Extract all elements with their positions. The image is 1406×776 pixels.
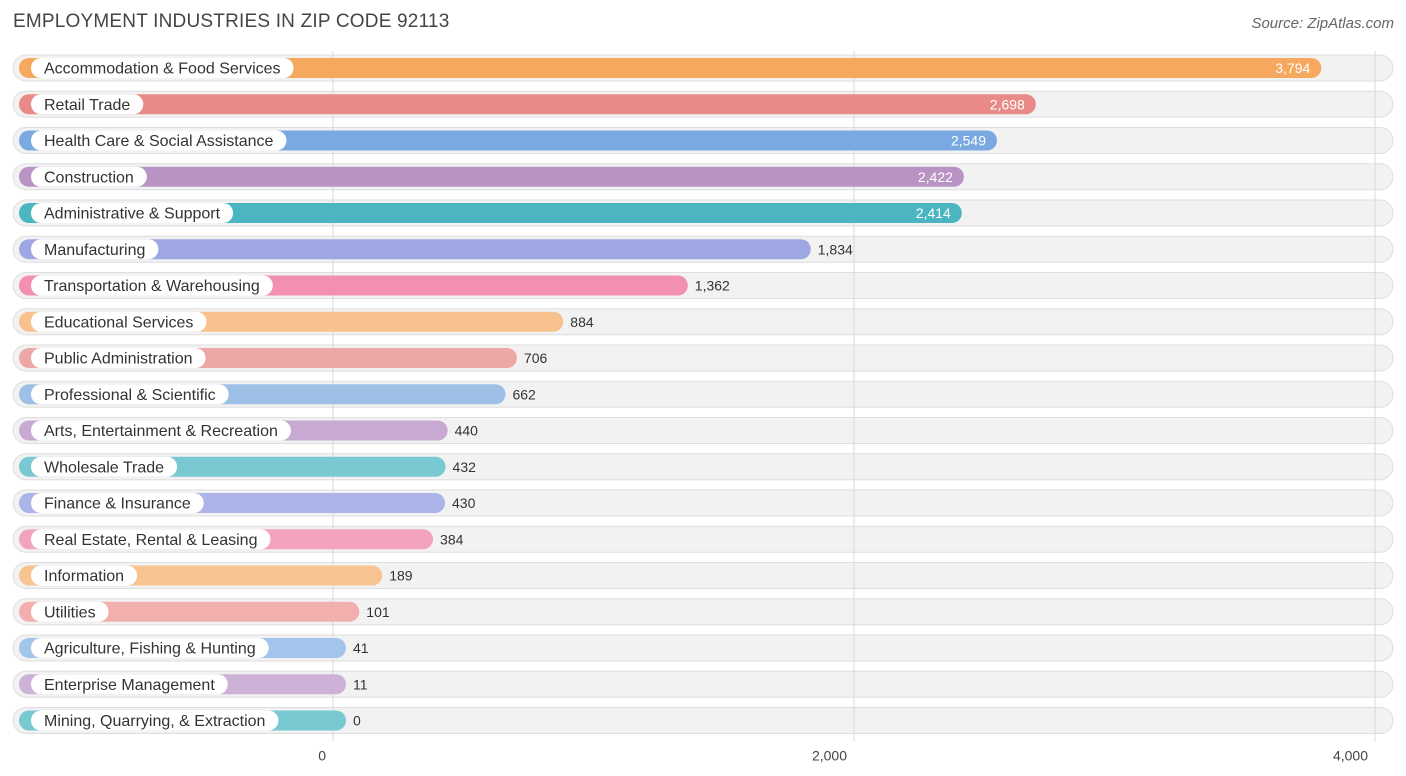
value-label: 432 — [453, 459, 477, 475]
value-label: 2,549 — [951, 133, 986, 149]
row-background — [12, 634, 1394, 662]
category-label-pill — [31, 94, 144, 115]
bar-row[interactable]: Mining, Quarrying, & Extraction 0 — [19, 710, 361, 731]
value-label: 1,834 — [818, 241, 853, 257]
category-label: Retail Trade — [44, 97, 130, 114]
bar-row[interactable]: Real Estate, Rental & Leasing 384 — [19, 529, 464, 550]
value-label: 0 — [353, 713, 361, 729]
bar-row[interactable]: Retail Trade 2,698 — [19, 94, 1036, 115]
bar-row[interactable]: Public Administration 706 — [19, 348, 547, 368]
value-label: 662 — [512, 386, 536, 402]
source-credit: Source: ZipAtlas.com — [1251, 15, 1394, 32]
bar-row[interactable]: Wholesale Trade 432 — [19, 456, 477, 477]
x-tick-label: 2,000 — [812, 748, 847, 764]
chart-title: EMPLOYMENT INDUSTRIES IN ZIP CODE 92113 — [13, 11, 450, 32]
category-label: Professional & Scientific — [44, 387, 216, 404]
bar-row[interactable]: Finance & Insurance 430 — [19, 493, 476, 513]
category-label: Construction — [44, 169, 134, 186]
bar-row[interactable]: Health Care & Social Assistance 2,549 — [19, 130, 998, 151]
category-label: Public Administration — [44, 351, 193, 368]
value-label: 11 — [353, 676, 368, 692]
category-label-pill — [31, 239, 159, 260]
value-label: 430 — [452, 495, 476, 511]
row-background — [12, 707, 1394, 734]
bar-row[interactable]: Educational Services 884 — [19, 311, 594, 332]
category-label: Health Care & Social Assistance — [44, 133, 274, 150]
category-label-pill — [31, 311, 207, 332]
bar-row[interactable]: Administrative & Support 2,414 — [19, 203, 962, 223]
category-label-pill — [31, 456, 178, 477]
bar-row[interactable]: Accommodation & Food Services 3,794 — [19, 58, 1322, 78]
category-label-pill — [31, 529, 271, 550]
value-label: 884 — [570, 314, 594, 330]
row-background — [12, 598, 1394, 626]
category-label: Mining, Quarrying, & Extraction — [44, 713, 265, 730]
value-label: 2,414 — [916, 205, 951, 221]
bar[interactable] — [19, 239, 811, 260]
category-label: Utilities — [44, 604, 96, 621]
value-label: 384 — [440, 531, 464, 547]
category-label: Educational Services — [44, 314, 193, 331]
value-label: 2,698 — [990, 96, 1025, 112]
bar-row[interactable]: Utilities 101 — [19, 601, 390, 622]
category-label-pill — [31, 348, 206, 368]
category-label-pill — [31, 203, 234, 223]
bar-row[interactable]: Construction 2,422 — [19, 166, 964, 187]
category-label: Information — [44, 568, 124, 585]
x-tick-label: 4,000 — [1333, 748, 1368, 764]
category-label: Agriculture, Fishing & Hunting — [44, 641, 256, 658]
bar[interactable] — [19, 58, 1322, 78]
bar[interactable] — [19, 166, 964, 187]
category-label: Transportation & Warehousing — [44, 278, 260, 295]
bar-row[interactable]: Information 189 — [19, 565, 413, 586]
category-label-pill — [31, 130, 287, 151]
category-label-pill — [31, 674, 228, 695]
category-label: Administrative & Support — [44, 206, 221, 223]
bar[interactable] — [19, 203, 962, 223]
category-label-pill — [31, 58, 294, 78]
x-tick-label: 0 — [318, 748, 326, 764]
bar-row[interactable]: Enterprise Management 11 — [19, 674, 368, 695]
category-label-pill — [31, 601, 109, 622]
category-label-pill — [31, 420, 291, 441]
category-label: Arts, Entertainment & Recreation — [44, 423, 278, 440]
category-label: Real Estate, Rental & Leasing — [44, 532, 257, 549]
bar-row[interactable]: Manufacturing 1,834 — [19, 239, 853, 260]
category-label-pill — [31, 493, 204, 513]
category-label-pill — [31, 384, 229, 405]
category-label-pill — [31, 166, 147, 187]
category-label: Finance & Insurance — [44, 496, 191, 513]
value-label: 101 — [366, 604, 390, 620]
category-label: Accommodation & Food Services — [44, 61, 281, 78]
row-background — [12, 670, 1394, 698]
value-label: 3,794 — [1275, 60, 1310, 76]
category-label-pill — [31, 710, 279, 731]
bar-row[interactable]: Arts, Entertainment & Recreation 440 — [19, 420, 479, 441]
bar[interactable] — [19, 94, 1036, 115]
bar-row[interactable]: Agriculture, Fishing & Hunting 41 — [19, 638, 369, 658]
category-label: Manufacturing — [44, 242, 145, 259]
value-label: 706 — [524, 350, 548, 366]
value-label: 41 — [353, 640, 369, 656]
value-label: 2,422 — [918, 169, 953, 185]
bar-row[interactable]: Transportation & Warehousing 1,362 — [19, 275, 730, 296]
value-label: 440 — [455, 423, 479, 439]
category-label-pill — [31, 565, 138, 586]
value-label: 1,362 — [695, 278, 730, 294]
category-label-pill — [31, 638, 269, 658]
value-label: 189 — [389, 568, 413, 584]
category-label: Wholesale Trade — [44, 459, 164, 476]
category-label: Enterprise Management — [44, 677, 215, 694]
category-label-pill — [31, 275, 273, 296]
bar-row[interactable]: Professional & Scientific 662 — [19, 384, 536, 405]
